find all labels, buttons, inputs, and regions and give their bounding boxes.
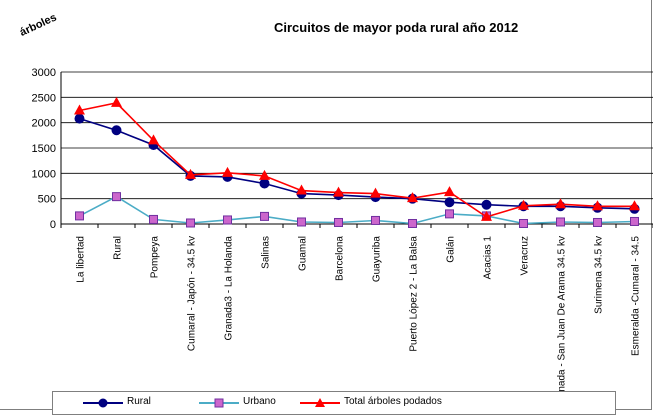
- data-point-total: [518, 199, 529, 210]
- legend-label-urbano: Urbano: [243, 396, 276, 407]
- data-point-total: [259, 169, 270, 180]
- legend-label-total: Total árboles podados: [344, 396, 442, 407]
- data-point-urbano: [334, 217, 343, 227]
- x-tick-label: Acacias 1: [483, 236, 494, 280]
- data-point-rural: [444, 197, 455, 208]
- legend: Rural Urbano Total árboles podados: [52, 391, 616, 415]
- x-tick-label: Salinas: [261, 236, 272, 269]
- y-tick-label: 0: [50, 219, 56, 231]
- x-tick-label: Cumaral - Japón - 34.5 kv: [187, 236, 198, 351]
- data-point-total: [222, 166, 233, 177]
- y-tick-label: 1000: [32, 168, 56, 180]
- data-point-total: [148, 134, 159, 145]
- data-point-total: [333, 186, 344, 197]
- y-tick-label: 3000: [32, 67, 56, 79]
- data-point-total: [370, 187, 381, 198]
- data-point-urbano: [149, 214, 158, 224]
- data-point-urbano: [112, 192, 121, 202]
- series-line-urbano: [79, 195, 635, 225]
- series-line-rural: [79, 117, 635, 210]
- x-tick-label: Granada - San Juan De Arama 34.5 kv: [557, 236, 568, 408]
- x-tick-label: Guayuriba: [372, 236, 383, 283]
- data-point-urbano: [260, 211, 269, 221]
- x-tick-label: Esmeralda -Cumaral - 34.5: [631, 236, 642, 356]
- series-line-total-rboles-podados: [79, 102, 635, 218]
- x-tick-label: La libertad: [76, 236, 87, 283]
- data-point-total: [74, 104, 85, 115]
- x-tick-label: Guamal: [298, 236, 309, 271]
- x-tick-label: Barcelona: [335, 236, 346, 281]
- data-point-urbano: [630, 216, 639, 226]
- chart-title: Circuitos de mayor poda rural año 2012: [274, 20, 519, 35]
- data-point-total: [185, 168, 196, 179]
- data-point-urbano: [186, 218, 195, 228]
- data-point-urbano: [408, 218, 417, 228]
- x-tick-label: Galán: [446, 236, 457, 263]
- data-point-rural: [259, 178, 270, 189]
- data-point-urbano: [556, 217, 565, 227]
- legend-label-rural: Rural: [127, 396, 151, 407]
- y-tick-label: 500: [38, 194, 56, 206]
- data-point-total: [296, 184, 307, 195]
- data-point-rural: [74, 113, 85, 124]
- x-tick-label: Pompeya: [150, 236, 161, 279]
- x-tick-label: Puerto López 2 - La Balsa: [409, 236, 420, 352]
- y-tick-label: 1500: [32, 143, 56, 155]
- data-point-total: [444, 186, 455, 197]
- data-point-total: [629, 200, 640, 211]
- data-point-urbano: [297, 217, 306, 227]
- data-point-urbano: [519, 218, 528, 228]
- data-point-rural: [481, 199, 492, 210]
- data-point-total: [111, 96, 122, 107]
- data-point-urbano: [593, 217, 602, 227]
- data-point-urbano: [445, 209, 454, 219]
- data-point-rural: [111, 125, 122, 136]
- x-tick-label: Surimena 34.5 kv: [594, 236, 605, 314]
- legend-marker-total: [300, 398, 340, 407]
- data-point-urbano: [223, 215, 232, 225]
- y-tick-label: 2000: [32, 118, 56, 130]
- data-point-total: [481, 210, 492, 221]
- legend-marker-urbano: [199, 398, 239, 408]
- legend-marker-rural: [83, 398, 123, 408]
- data-point-total: [555, 198, 566, 209]
- data-point-total: [592, 200, 603, 211]
- y-tick-label: 2500: [32, 92, 56, 104]
- x-tick-label: Granada3 - La Holanda: [224, 236, 235, 341]
- data-point-urbano: [371, 215, 380, 225]
- x-tick-label: Rural: [113, 236, 124, 260]
- data-point-urbano: [75, 211, 84, 221]
- data-point-total: [407, 192, 418, 203]
- x-tick-label: Veracruz: [520, 236, 531, 275]
